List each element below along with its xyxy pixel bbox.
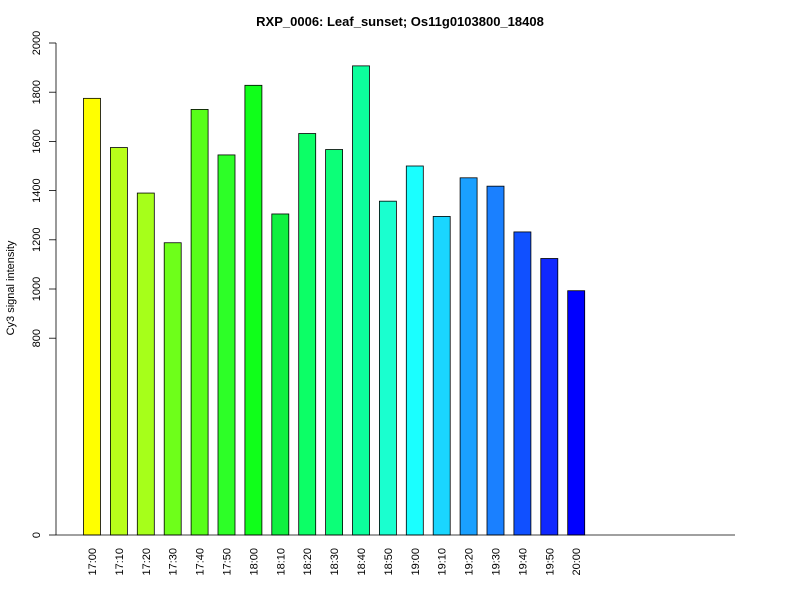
x-tick-label-1730: 17:30	[168, 548, 180, 576]
y-tick-label-1200: 1200	[31, 228, 43, 252]
bar-1830	[325, 149, 344, 536]
x-tick-label-1840: 18:40	[356, 548, 368, 576]
bar-1750	[217, 154, 236, 536]
y-tick-label-1800: 1800	[31, 80, 43, 104]
x-axis: 17:00 17:10 17:20 17:30 17:40 17:50 18:00 18:10…	[56, 534, 735, 576]
y-tick-label-1600: 1600	[31, 129, 43, 153]
bar-1710	[110, 147, 128, 536]
bar-1700	[83, 97, 101, 536]
y-axis: 0 800 1000 1200 1400 1600 1800 2000	[31, 31, 57, 538]
y-tick-label-1400: 1400	[31, 178, 43, 202]
x-tick-label-1930: 19:30	[491, 548, 503, 576]
x-tick-label-1740: 17:40	[195, 548, 207, 576]
bar-1800	[244, 84, 263, 536]
x-tick-label-1800: 18:00	[248, 548, 260, 576]
bar-1900	[405, 165, 424, 536]
y-tick-label-2000: 2000	[31, 31, 43, 55]
bar-1940	[513, 231, 532, 536]
chart-title: RXP_0006: Leaf_sunset; Os11g0103800_1840…	[256, 14, 544, 29]
x-tick-label-1940: 19:40	[517, 548, 529, 576]
bar-1820	[298, 133, 317, 536]
y-tick-label-800: 800	[31, 329, 43, 347]
x-tick-label-1720: 17:20	[141, 548, 153, 576]
x-tick-label-1850: 18:50	[383, 548, 395, 576]
y-tick-label-0: 0	[31, 532, 43, 538]
bar-1930	[486, 185, 505, 536]
x-tick-label-1810: 18:10	[275, 548, 287, 576]
bar-1920	[459, 177, 478, 536]
x-tick-label-2000: 20:00	[571, 548, 583, 576]
x-tick-label-1920: 19:20	[464, 548, 476, 576]
bar-1910	[432, 216, 451, 536]
x-tick-label-1820: 18:20	[302, 548, 314, 576]
bar-1720	[136, 192, 155, 536]
bar-1840	[352, 65, 370, 536]
bar-2000	[567, 290, 586, 536]
x-tick-label-1710: 17:10	[114, 548, 126, 576]
x-tick-label-1910: 19:10	[437, 548, 449, 576]
y-tick-label-1000: 1000	[31, 277, 43, 301]
bar-1730	[163, 242, 182, 536]
x-tick-label-1900: 19:00	[410, 548, 422, 576]
x-tick-label-1950: 19:50	[544, 548, 556, 576]
x-tick-label-1750: 17:50	[222, 548, 234, 576]
bar-1950	[540, 258, 559, 536]
x-tick-label-1830: 18:30	[329, 548, 341, 576]
bar-1810	[271, 213, 290, 536]
bars-layer	[83, 65, 586, 536]
y-axis-label: Cy3 signal intensity	[5, 240, 17, 335]
bar-1850	[378, 200, 397, 536]
bar-1740	[190, 109, 209, 536]
x-tick-label-1700: 17:00	[87, 548, 99, 576]
